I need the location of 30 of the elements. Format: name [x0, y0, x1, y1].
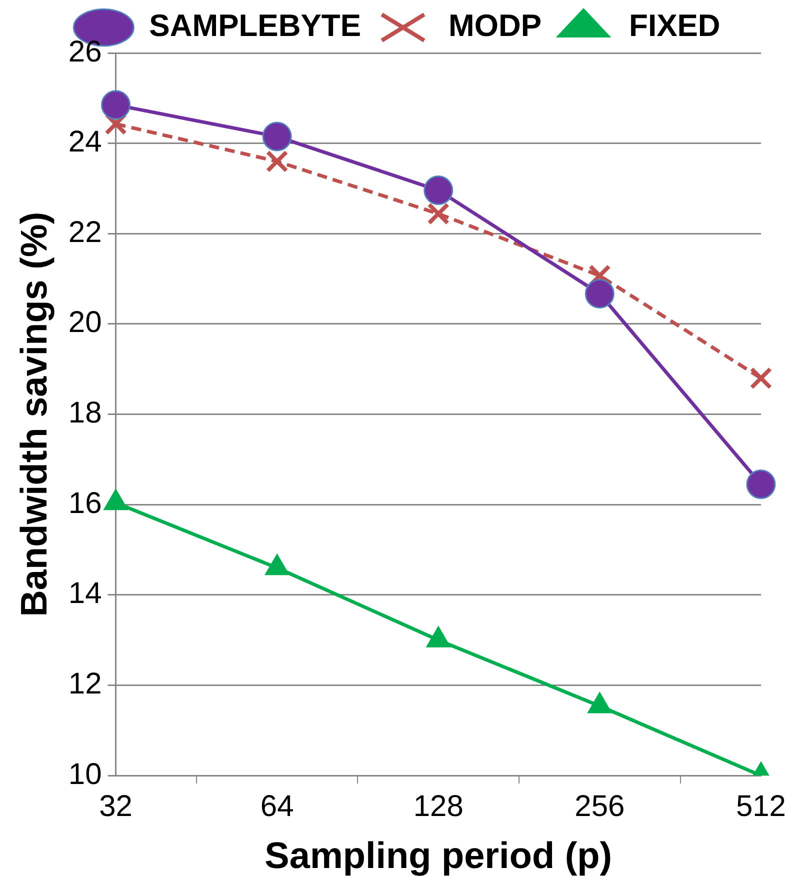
- y-tick-label: 12: [68, 668, 102, 701]
- y-axis-title: Bandwidth savings (%): [13, 212, 54, 617]
- x-axis-title: Sampling period (p): [264, 835, 612, 876]
- y-tick-label: 24: [68, 126, 102, 159]
- y-tick-label: 20: [68, 306, 102, 340]
- y-tick-label: 10: [68, 758, 102, 791]
- y-tick-label: 16: [68, 486, 102, 520]
- y-tick-label: 18: [68, 396, 102, 430]
- point: [265, 554, 290, 576]
- point: [104, 489, 128, 510]
- point: [584, 278, 614, 308]
- y-tick-label: 14: [68, 577, 102, 610]
- legend-label: SAMPLEBYTE: [149, 8, 362, 44]
- point: [266, 150, 288, 173]
- point: [262, 122, 292, 152]
- x-tick-label: 128: [413, 790, 464, 823]
- x-tick-label: 64: [260, 790, 294, 823]
- point: [750, 366, 772, 390]
- point: [427, 202, 450, 225]
- x-tick-label: 32: [99, 790, 132, 823]
- point: [588, 692, 612, 714]
- legend-label: MODP: [448, 8, 542, 44]
- x-tick-label: 512: [736, 790, 786, 823]
- y-tick-label: 26: [68, 35, 102, 68]
- point: [101, 90, 131, 120]
- point: [424, 176, 454, 206]
- y-tick-label: 22: [68, 216, 102, 249]
- legend-label: FIXED: [629, 8, 720, 44]
- x-tick-label: 256: [574, 790, 625, 823]
- point: [426, 626, 450, 648]
